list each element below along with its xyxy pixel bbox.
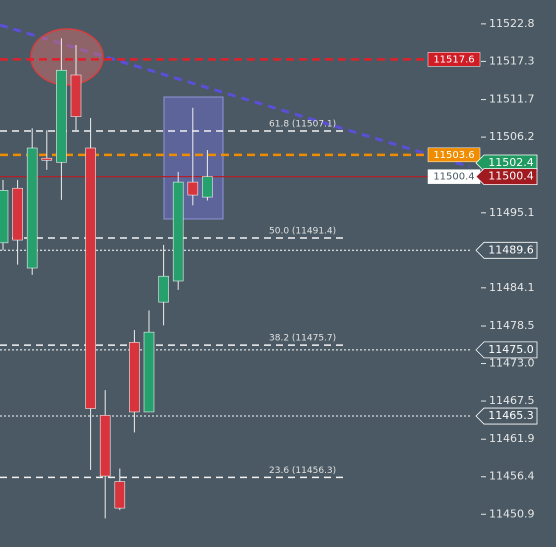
- fib-label: 23.6 (11456.3): [269, 466, 336, 476]
- candle-body: [85, 147, 96, 409]
- candle-body: [70, 74, 82, 117]
- price-tag: [475, 341, 538, 359]
- y-tick-label: 11511.7: [489, 93, 535, 106]
- candle-body: [0, 189, 9, 244]
- candle-body: [129, 342, 140, 413]
- price-tag-label: 11517.6: [433, 54, 474, 65]
- y-tick-label: 11506.2: [489, 130, 535, 143]
- price-tag-label: 11475.0: [488, 343, 534, 356]
- price-tag-label: 11502.4: [488, 156, 534, 169]
- candle-body: [187, 181, 199, 196]
- y-tick-label: 11517.3: [489, 54, 535, 67]
- highlight-ellipse: [30, 28, 104, 86]
- price-tag-label: 11465.3: [488, 409, 534, 422]
- y-tick-label: 11467.5: [489, 394, 535, 407]
- candle-body: [202, 176, 213, 198]
- price-tag-label: 11489.6: [488, 243, 534, 256]
- candle-body: [114, 481, 126, 509]
- y-tick-label: 11450.9: [489, 507, 535, 520]
- price-tag: [427, 147, 481, 163]
- price-tag: [475, 168, 538, 186]
- price-tag-label: 11500.4: [488, 170, 534, 183]
- y-tick-label: 11495.1: [489, 206, 535, 219]
- y-tick-label: 11456.4: [489, 470, 535, 483]
- candle-body: [172, 181, 184, 282]
- fib-label: 38.2 (11475.7): [269, 334, 336, 344]
- fib-label: 50.0 (11491.4): [269, 227, 336, 237]
- highlight-box: [163, 96, 224, 220]
- candle-body: [12, 187, 23, 241]
- y-tick-label: 11461.9: [489, 432, 535, 445]
- candle-body: [56, 69, 67, 163]
- y-tick-label: 11522.8: [489, 17, 535, 30]
- candle-body: [99, 415, 111, 477]
- fib-label: 61.8 (11507.1): [269, 119, 336, 129]
- y-tick-label: 11484.1: [489, 281, 535, 294]
- y-tick-label: 11473.0: [489, 357, 535, 370]
- y-tick-label: 11478.5: [489, 319, 535, 332]
- candle-body: [143, 331, 155, 413]
- price-tag: [427, 52, 481, 67]
- price-tag: [475, 241, 538, 259]
- candle-body: [26, 147, 38, 269]
- trend-line: [0, 23, 471, 169]
- candle-body: [41, 157, 53, 161]
- price-tag-label: 11503.6: [433, 150, 474, 161]
- candle-body: [158, 275, 169, 303]
- price-tag-label: 11500.4: [433, 172, 474, 183]
- plot: 61.8 (11507.1) 50.0 (11491.4) 38.2 (11475.…: [0, 17, 538, 520]
- price-tag: [475, 407, 538, 425]
